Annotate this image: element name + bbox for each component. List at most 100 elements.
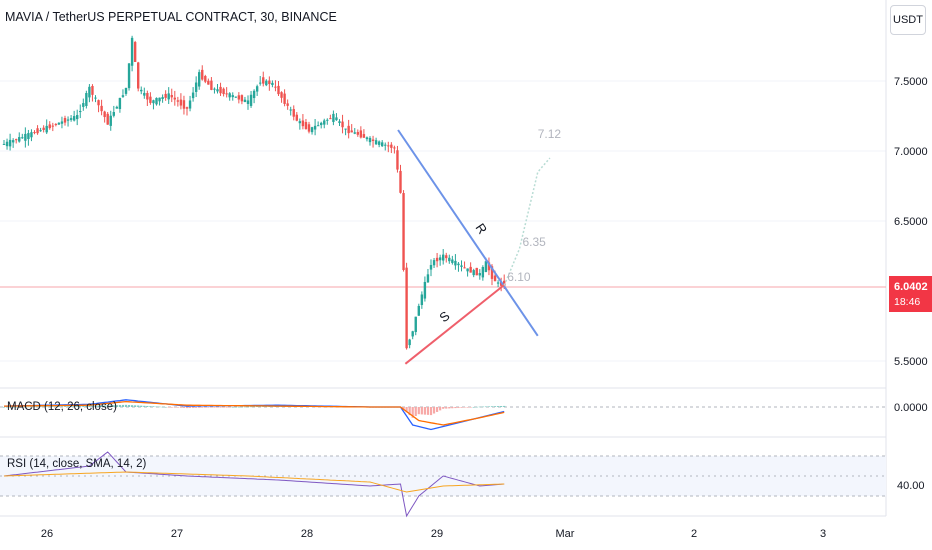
macd-hist-bar: [478, 406, 481, 408]
macd-hist-bar: [490, 406, 494, 407]
macd-hist-bar: [15, 406, 18, 408]
candle-body: [15, 139, 18, 141]
candle-body: [304, 122, 308, 130]
macd-hist-bar: [426, 407, 430, 415]
candle-body: [137, 62, 140, 89]
macd-hist-bar: [445, 407, 448, 409]
candle-body: [82, 103, 85, 107]
candle-body: [387, 145, 390, 147]
macd-hist-bar: [439, 407, 442, 411]
candle-body: [481, 267, 485, 278]
macd-hist-bar: [85, 405, 88, 407]
macd-hist-bar: [109, 405, 112, 407]
candle-body: [204, 76, 207, 82]
macd-hist-bar: [429, 407, 433, 416]
rsi-line: [3, 451, 505, 518]
candle-body: [448, 257, 451, 262]
candle-body: [234, 96, 237, 98]
macd-hist-bar: [176, 407, 179, 408]
support-trendline[interactable]: [404, 283, 507, 365]
macd-hist-bar: [219, 407, 222, 408]
candle-body: [155, 97, 158, 105]
resistance-trendline[interactable]: [397, 129, 539, 337]
projection-path: [503, 157, 551, 286]
candle-body: [426, 274, 430, 283]
candle-body: [475, 267, 478, 276]
time-tick-label: 3: [820, 528, 826, 540]
candle-body: [353, 132, 356, 134]
macd-hist-bar: [405, 407, 408, 413]
macd-hist-bar: [155, 406, 158, 408]
macd-hist-bar: [500, 406, 503, 407]
candle-body: [149, 96, 152, 103]
candle-body: [198, 72, 201, 87]
signal-line: [4, 400, 505, 426]
candle-body: [277, 85, 280, 95]
macd-hist-bar: [442, 407, 445, 409]
macd-hist-bar: [256, 406, 259, 408]
candle-body: [298, 121, 302, 124]
candle-body: [316, 125, 320, 127]
macd-hist-bar: [164, 406, 167, 408]
candle-body: [194, 82, 198, 92]
candle-body: [207, 80, 210, 85]
macd-tick-label: 0.0000: [894, 402, 928, 414]
candle-body: [301, 120, 305, 127]
candle-body: [411, 331, 414, 337]
macd-hist-bar: [152, 406, 155, 407]
macd-hist-bar: [472, 407, 475, 408]
macd-hist-bar: [76, 406, 79, 407]
rsi-label[interactable]: RSI (14, close, SMA, 14, 2): [7, 458, 147, 470]
macd-hist-bar: [210, 407, 213, 408]
macd-hist-bar: [237, 406, 240, 408]
candle-body: [393, 147, 396, 149]
macd-hist-bar: [454, 407, 457, 409]
candle-body: [69, 118, 73, 120]
macd-hist-bar: [185, 407, 189, 409]
macd-hist-bar: [231, 407, 234, 408]
macd-hist-bar: [182, 407, 186, 408]
macd-hist-bar: [131, 405, 134, 407]
macd-hist-bar: [420, 407, 423, 415]
macd-hist-bar: [27, 406, 30, 408]
candle-body: [405, 267, 408, 349]
current-price-value: 6.0402: [894, 281, 928, 293]
projection-target-label: 7.12: [538, 127, 562, 141]
macd-hist-bar: [45, 406, 48, 408]
macd-hist-bar: [179, 407, 182, 408]
candle-body: [341, 121, 344, 128]
candle-body: [457, 263, 460, 266]
macd-hist-bar: [103, 405, 106, 407]
candle-body: [423, 281, 427, 299]
candle-body: [292, 109, 295, 117]
candle-body: [176, 100, 180, 102]
candle-body: [100, 105, 103, 112]
candle-body: [143, 92, 146, 96]
candle-body: [45, 125, 48, 133]
candle-body: [2, 143, 6, 145]
candle-body: [133, 42, 137, 62]
macd-hist-bar: [88, 405, 91, 407]
macd-hist-bar: [411, 407, 414, 418]
candle-body: [57, 122, 61, 125]
candle-body: [371, 139, 375, 141]
currency-button[interactable]: USDT: [890, 5, 926, 35]
macd-hist-bar: [457, 407, 460, 408]
candle-body: [5, 141, 9, 147]
candle-body: [265, 80, 268, 86]
candle-body: [295, 114, 298, 121]
macd-hist-bar: [39, 406, 42, 408]
projection-target-label: 6.35: [523, 235, 547, 249]
macd-hist-bar: [402, 407, 405, 410]
candle-body: [210, 80, 213, 90]
macd-hist-bar: [70, 406, 73, 407]
candle-body: [240, 95, 244, 102]
macd-hist-bar: [466, 407, 469, 408]
macd-hist-bar: [173, 407, 176, 408]
macd-label[interactable]: MACD (12, 26, close): [7, 401, 117, 413]
macd-hist-bar: [140, 405, 143, 407]
candle-body: [435, 257, 439, 262]
macd-histogram: [2, 404, 506, 418]
candle-body: [94, 97, 97, 99]
